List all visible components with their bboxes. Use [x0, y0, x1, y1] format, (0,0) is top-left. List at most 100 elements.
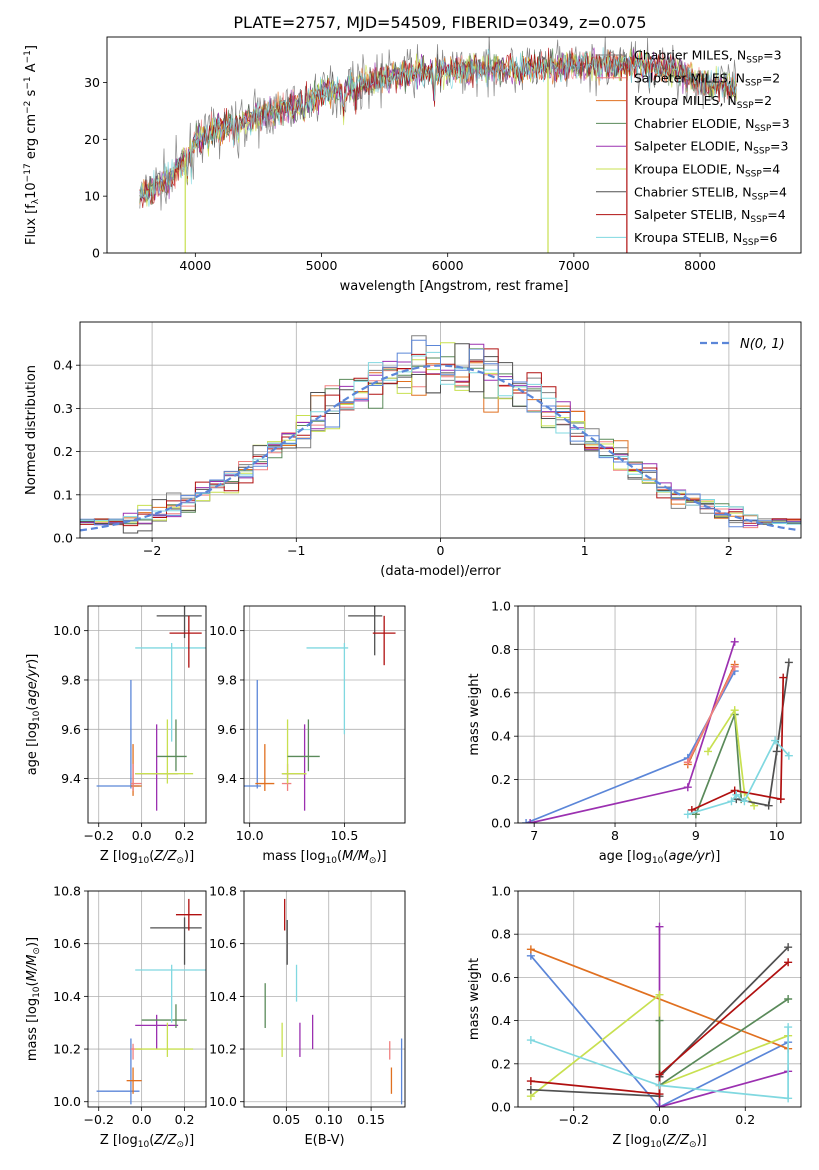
weight-marker: [730, 662, 739, 671]
legend-text: Chabrier STELIB, N: [634, 184, 752, 199]
weight-marker: [655, 1090, 664, 1099]
axes-frame: [517, 605, 802, 824]
y-tick-label: 10.0: [209, 623, 237, 638]
weight-marker: [683, 758, 692, 767]
legend-subscript: SSP: [737, 101, 754, 111]
label-part: (: [337, 849, 342, 864]
histogram-step: [80, 339, 801, 528]
spectrum-line: [139, 47, 737, 207]
grid: [518, 605, 801, 824]
axes-frame: [517, 890, 802, 1108]
weight-marker: [526, 1077, 535, 1086]
y-axis-label: age [log10(age/yr)]: [25, 654, 42, 776]
weight-line: [658, 926, 789, 1107]
y-tick-label: 0.6: [491, 970, 511, 985]
legend-value: =3: [770, 139, 788, 154]
y-tick-label: 10.4: [53, 989, 81, 1004]
x-tick-label: 10.0: [236, 828, 264, 843]
label-part: )]: [376, 849, 386, 864]
weight-marker: [772, 747, 781, 756]
label-part: Z/Z: [153, 849, 177, 864]
x-tick-label: 0.2: [175, 1112, 195, 1127]
legend-subscript: SSP: [752, 192, 769, 202]
label-part: Z/Z: [153, 1133, 177, 1148]
legend-label: Salpeter MILES, NSSP=2: [634, 70, 780, 88]
y-tick-label: 10.8: [53, 884, 81, 899]
label-part: 10: [138, 856, 150, 866]
y-axis-label: mass weight: [467, 958, 482, 1040]
label-part: 10: [32, 986, 42, 998]
weight-line: [687, 739, 790, 816]
plot-area: [96, 898, 206, 1105]
legend-label: Chabrier MILES, NSSP=3: [634, 48, 782, 66]
y-tick-label: 0.1: [53, 487, 73, 502]
label-part: )]: [710, 849, 720, 864]
legend-text: Kroupa MILES, N: [634, 93, 737, 108]
x-tick-label: 0.2: [735, 1112, 755, 1127]
label-part: )]: [184, 849, 194, 864]
label-part: )]: [25, 937, 40, 947]
x-tick-label: 0: [437, 543, 445, 558]
legend-value: =4: [762, 162, 780, 177]
y-tick-label: 0.6: [491, 685, 511, 700]
x-tick-label: −2: [143, 543, 161, 558]
panel-age-vs-mass: 10.0 10.5 9.4 9.6 9.8 10.0 mass [log10(M/M⊙)]: [209, 605, 406, 866]
label-part: Z [log: [612, 1133, 650, 1148]
legend-subscript: SSP: [742, 238, 759, 248]
label-part: E(B-V): [304, 1133, 344, 1148]
y-tick-label: 20: [84, 132, 100, 147]
plot-area: [96, 606, 206, 811]
x-tick-label: 0.0: [132, 828, 152, 843]
label-part: (: [663, 849, 668, 864]
figure-title: PLATE=2757, MJD=54509, FIBERID=0349, z=0…: [233, 13, 646, 32]
label-part: (: [149, 849, 154, 864]
weight-marker: [526, 1036, 535, 1045]
weight-line: [530, 955, 789, 1107]
x-tick-label: −0.2: [84, 828, 114, 843]
weight-marker: [732, 790, 741, 799]
legend-text: Chabrier ELODIE, N: [634, 116, 754, 131]
x-tick-label: 10: [769, 828, 785, 843]
weight-marker: [683, 810, 692, 819]
label-part: 10: [650, 1140, 662, 1150]
y-tick-label: 0.4: [491, 1013, 511, 1028]
weight-marker: [784, 658, 793, 667]
weight-marker: [727, 797, 736, 806]
legend-subscript: SSP: [754, 124, 771, 134]
legend-label: Salpeter STELIB, NSSP=4: [634, 207, 786, 225]
label-part: )]: [697, 1133, 707, 1148]
label-part: ⊙: [176, 1140, 184, 1150]
legend-value: =4: [767, 207, 785, 222]
x-tick-label: 2: [725, 543, 733, 558]
label-part: (: [25, 706, 40, 711]
y-tick-label: 10.0: [53, 1094, 81, 1109]
weight-marker: [784, 943, 793, 952]
legend-value: =2: [762, 70, 780, 85]
legend-value: =3: [763, 48, 781, 63]
x-tick-label: 0.0: [132, 1112, 152, 1127]
x-tick-label: 0.05: [272, 1112, 300, 1127]
x-tick-label: 0.0: [650, 1112, 670, 1127]
legend-label: Kroupa MILES, NSSP=2: [634, 93, 772, 111]
y-tick-label: 1.0: [491, 599, 511, 614]
x-axis-label: E(B-V): [304, 1133, 344, 1148]
legend-label: Kroupa STELIB, NSSP=6: [634, 230, 778, 248]
label-part: Z [log: [100, 849, 138, 864]
y-tick-label: 0.8: [491, 927, 511, 942]
weight-marker: [655, 1103, 664, 1107]
label-part: age [log: [599, 849, 652, 864]
weight-marker: [526, 1085, 535, 1094]
plot-area: [80, 335, 801, 534]
weight-line: [687, 666, 736, 763]
x-axis-label: age [log10(age/yr)]: [599, 849, 721, 866]
axes-frame: [87, 605, 207, 824]
legend-text: Salpeter MILES, N: [634, 70, 745, 85]
label-part: 10: [32, 710, 42, 722]
legend-value: =2: [754, 93, 772, 108]
x-tick-label: 5000: [306, 258, 338, 273]
label-part: Flux [f: [24, 204, 39, 245]
label-part: (: [149, 1133, 154, 1148]
y-tick-label: 1.0: [491, 884, 511, 899]
label-part: )]: [184, 1133, 194, 1148]
